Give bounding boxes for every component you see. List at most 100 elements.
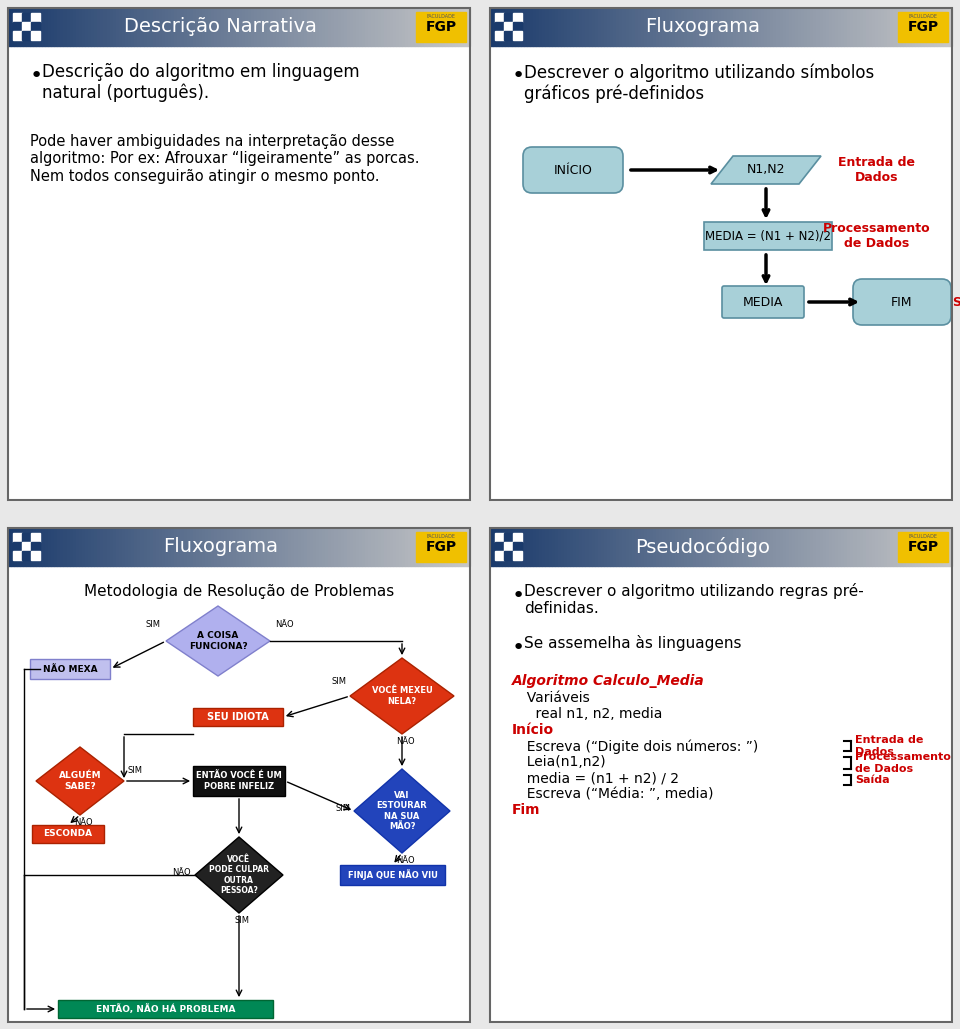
Bar: [134, 528, 137, 566]
Bar: [898, 532, 948, 562]
Bar: [58, 8, 60, 46]
Bar: [180, 528, 183, 566]
Bar: [816, 8, 820, 46]
Bar: [604, 8, 607, 46]
Bar: [770, 528, 774, 566]
Bar: [48, 8, 51, 46]
Bar: [937, 8, 940, 46]
Bar: [851, 528, 853, 566]
Text: real n1, n2, media: real n1, n2, media: [518, 707, 662, 721]
Bar: [260, 528, 264, 566]
Bar: [632, 8, 635, 46]
Bar: [104, 8, 107, 46]
Bar: [393, 528, 396, 566]
Bar: [254, 8, 257, 46]
Bar: [872, 528, 875, 566]
Text: Descrever o algoritmo utilizando regras pré-
definidas.: Descrever o algoritmo utilizando regras …: [524, 583, 864, 616]
Bar: [841, 8, 844, 46]
Bar: [700, 528, 703, 566]
Text: Pode haver ambiguidades na interpretação desse
algoritmo: Por ex: Afrouxar “lige: Pode haver ambiguidades na interpretação…: [30, 134, 420, 184]
Bar: [912, 528, 915, 566]
Bar: [810, 8, 813, 46]
Bar: [199, 528, 202, 566]
Bar: [267, 528, 270, 566]
Bar: [399, 8, 402, 46]
Text: SIM: SIM: [234, 916, 250, 925]
Bar: [844, 528, 848, 566]
Bar: [402, 528, 405, 566]
Bar: [374, 528, 377, 566]
Bar: [285, 8, 288, 46]
Bar: [85, 528, 88, 566]
Bar: [420, 8, 423, 46]
Bar: [801, 528, 804, 566]
Bar: [433, 528, 436, 566]
Bar: [22, 551, 31, 560]
Bar: [288, 528, 291, 566]
Text: FIM: FIM: [891, 295, 913, 309]
Bar: [82, 8, 85, 46]
Bar: [153, 8, 156, 46]
Text: Saída: Saída: [855, 775, 890, 785]
Bar: [490, 8, 952, 500]
Bar: [202, 8, 205, 46]
Bar: [17, 8, 20, 46]
Bar: [552, 8, 555, 46]
Bar: [144, 528, 147, 566]
Bar: [22, 13, 31, 22]
Bar: [875, 528, 878, 566]
Bar: [22, 542, 31, 551]
Bar: [607, 8, 611, 46]
Bar: [780, 528, 782, 566]
Bar: [878, 528, 881, 566]
Polygon shape: [350, 658, 454, 734]
Bar: [619, 528, 622, 566]
Bar: [887, 528, 891, 566]
Bar: [813, 8, 816, 46]
Bar: [601, 528, 604, 566]
Bar: [675, 8, 678, 46]
Bar: [897, 528, 900, 566]
Bar: [252, 8, 254, 46]
Bar: [567, 528, 570, 566]
Text: Escreva (“Digite dois números: ”): Escreva (“Digite dois números: ”): [518, 739, 758, 753]
Bar: [595, 528, 598, 566]
Bar: [254, 528, 257, 566]
Bar: [60, 528, 63, 566]
Bar: [430, 528, 433, 566]
Bar: [832, 8, 835, 46]
Bar: [504, 31, 513, 40]
Bar: [30, 528, 33, 566]
Bar: [924, 528, 927, 566]
Bar: [635, 528, 637, 566]
Bar: [804, 528, 807, 566]
Bar: [393, 8, 396, 46]
Bar: [252, 528, 254, 566]
Bar: [45, 8, 48, 46]
Bar: [319, 8, 323, 46]
Bar: [137, 528, 140, 566]
Bar: [165, 8, 168, 46]
Bar: [490, 528, 493, 566]
Bar: [504, 13, 513, 22]
Bar: [147, 528, 150, 566]
Bar: [869, 8, 872, 46]
Bar: [495, 551, 504, 560]
Bar: [637, 528, 641, 566]
Text: ENTÃO VOCÊ É UM
POBRE INFELIZ: ENTÃO VOCÊ É UM POBRE INFELIZ: [196, 772, 282, 790]
Bar: [746, 528, 749, 566]
Bar: [66, 8, 70, 46]
Bar: [789, 528, 792, 566]
Bar: [377, 8, 381, 46]
Bar: [356, 528, 359, 566]
Bar: [665, 8, 668, 46]
Bar: [558, 528, 561, 566]
Bar: [107, 8, 109, 46]
Bar: [150, 8, 153, 46]
Bar: [97, 528, 101, 566]
Bar: [721, 528, 724, 566]
Bar: [495, 542, 504, 551]
Bar: [739, 8, 743, 46]
Bar: [755, 528, 758, 566]
Bar: [82, 528, 85, 566]
